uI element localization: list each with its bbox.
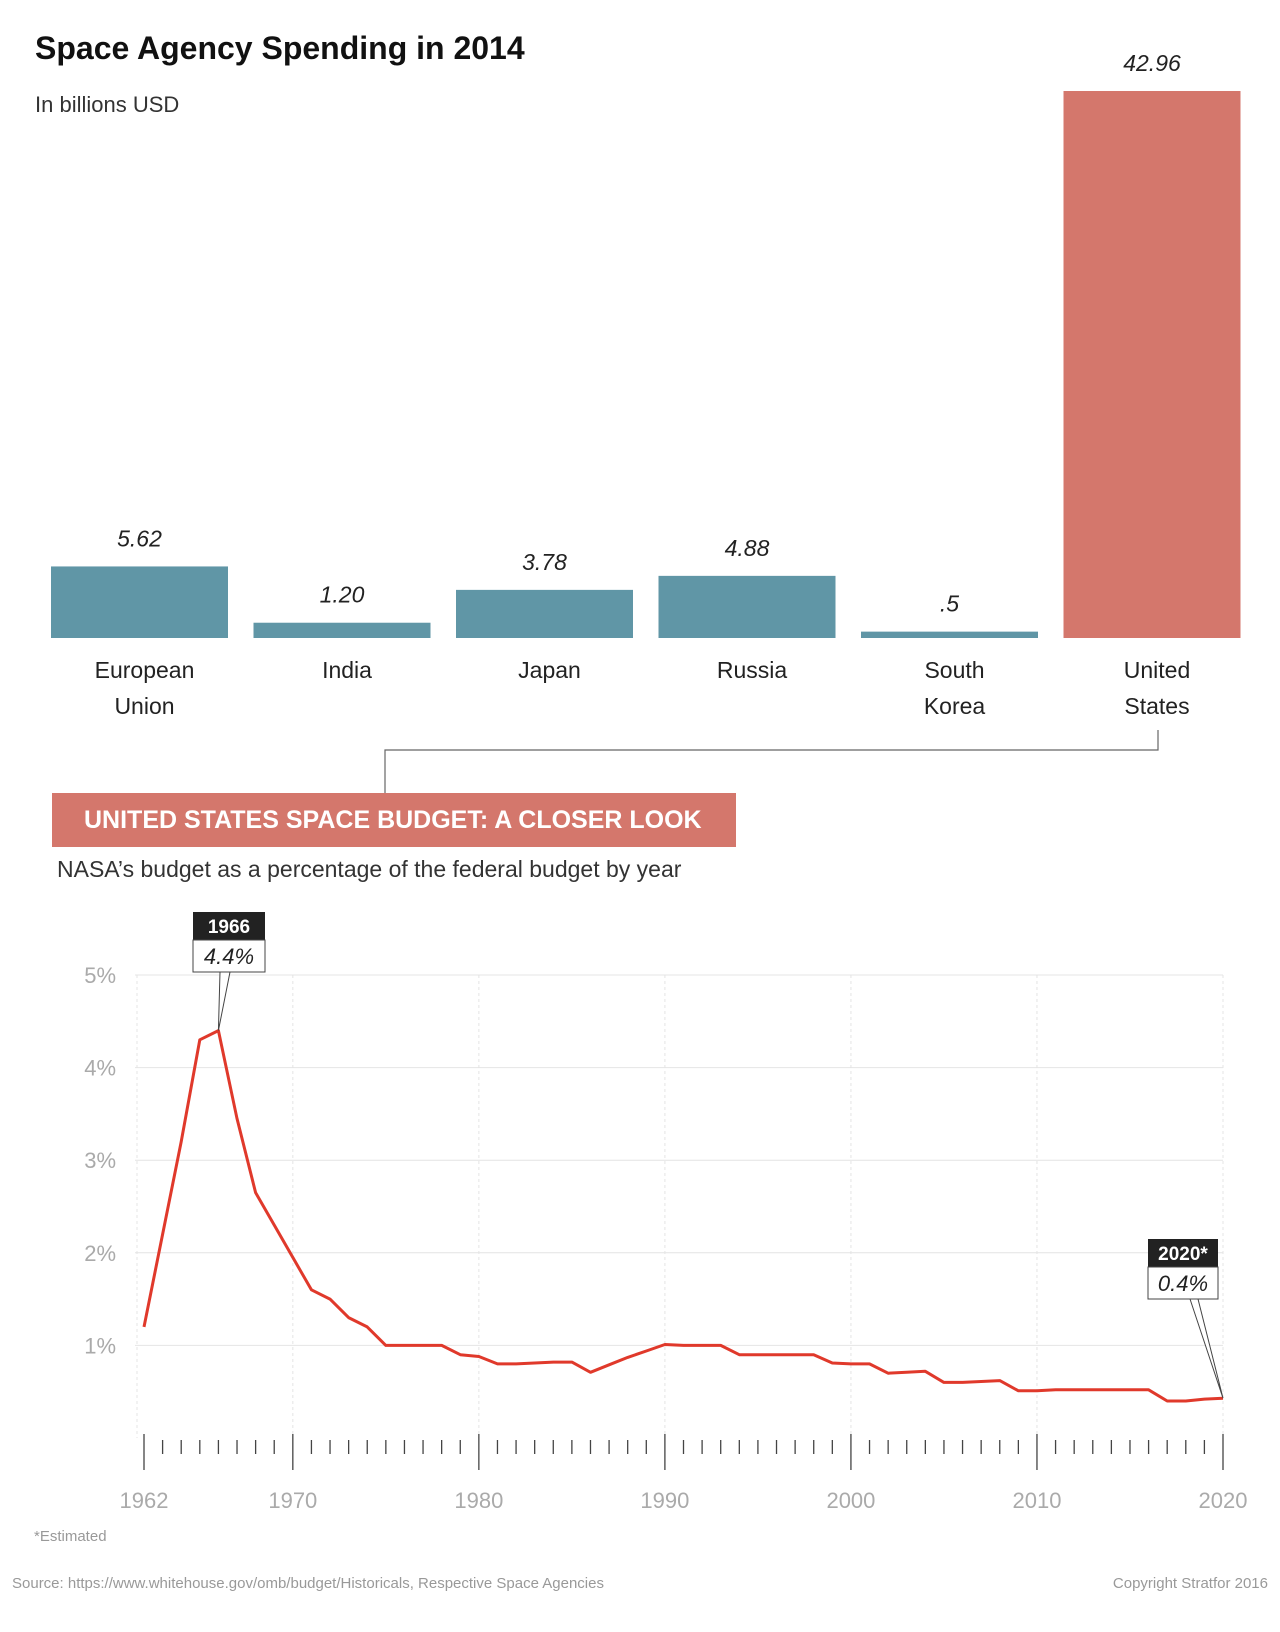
bar-category-label: United: [1124, 657, 1190, 683]
x-tick-label: 1990: [640, 1488, 689, 1513]
bar-value-label: 5.62: [117, 525, 162, 551]
y-tick-label: 1%: [84, 1333, 116, 1358]
bar-category-label: States: [1124, 693, 1189, 719]
line-chart: 1% 2% 3% 4% 5% 1962 1970 1980 1990 2000 2010 2020 19…: [84, 912, 1248, 1513]
x-tick-label: 1970: [268, 1488, 317, 1513]
callout-year-box: [193, 912, 265, 940]
bar-category-label: South: [924, 657, 984, 683]
bar-value-label: .5: [940, 591, 959, 617]
section-banner: UNITED STATES SPACE BUDGET: A CLOSER LOO…: [52, 793, 736, 847]
callout-value-box: [192, 939, 266, 973]
section-subtitle: NASA’s budget as a percentage of the fed…: [57, 856, 682, 882]
bar-3: [658, 575, 836, 638]
y-tick-label: 3%: [84, 1148, 116, 1173]
y-tick-label: 5%: [84, 963, 116, 988]
y-tick-label: 2%: [84, 1241, 116, 1266]
source-note: Source: https://www.whitehouse.gov/omb/b…: [12, 1575, 604, 1592]
series-line: [142, 1029, 1224, 1403]
bar-value-label: 3.78: [522, 549, 567, 575]
copyright-note: Copyright Stratfor 2016: [1112, 1575, 1268, 1592]
footnote: *Estimated: [34, 1528, 107, 1545]
bar-0: [51, 566, 228, 638]
bar-5: [1063, 91, 1241, 638]
bar-value-label: 42.96: [1123, 50, 1181, 76]
callout-value-label: 0.4%: [1158, 1271, 1208, 1296]
bar-4: [861, 631, 1038, 638]
callout-year-label: 1966: [208, 917, 250, 938]
bar-category-label: Russia: [717, 657, 788, 683]
callout-value-box: [1147, 1266, 1219, 1300]
bar-category-label: India: [322, 657, 372, 683]
x-tick-label: 2010: [1012, 1488, 1061, 1513]
callout-value-label: 4.4%: [204, 944, 254, 969]
bar-category-label: European: [95, 657, 195, 683]
chart-title: Space Agency Spending in 2014: [35, 30, 525, 66]
x-tick-label: 1962: [120, 1488, 169, 1513]
bar-category-label: Korea: [924, 693, 986, 719]
connector-line: [384, 730, 1159, 793]
x-tick-label: 2000: [826, 1488, 875, 1513]
chart-subtitle: In billions USD: [35, 92, 180, 117]
callout-year-box: [1148, 1239, 1218, 1267]
callout-pointer: [217, 971, 231, 1031]
y-tick-label: 4%: [84, 1056, 116, 1081]
x-tick-label: 1980: [454, 1488, 503, 1513]
x-tick-label: 2020: [1199, 1488, 1248, 1513]
bar-2: [456, 589, 633, 638]
bar-value-label: 1.20: [320, 582, 365, 608]
bar-category-label: Japan: [518, 657, 581, 683]
bar-1: [253, 622, 431, 638]
callout-pointer: [1189, 1298, 1224, 1399]
bar-chart: 5.62 European Union 1.20 India 3.78 Japan 4.88 R…: [51, 50, 1241, 719]
callout-year-label: 2020*: [1158, 1244, 1208, 1265]
bar-value-label: 4.88: [725, 535, 770, 561]
bar-category-label: Union: [114, 693, 174, 719]
